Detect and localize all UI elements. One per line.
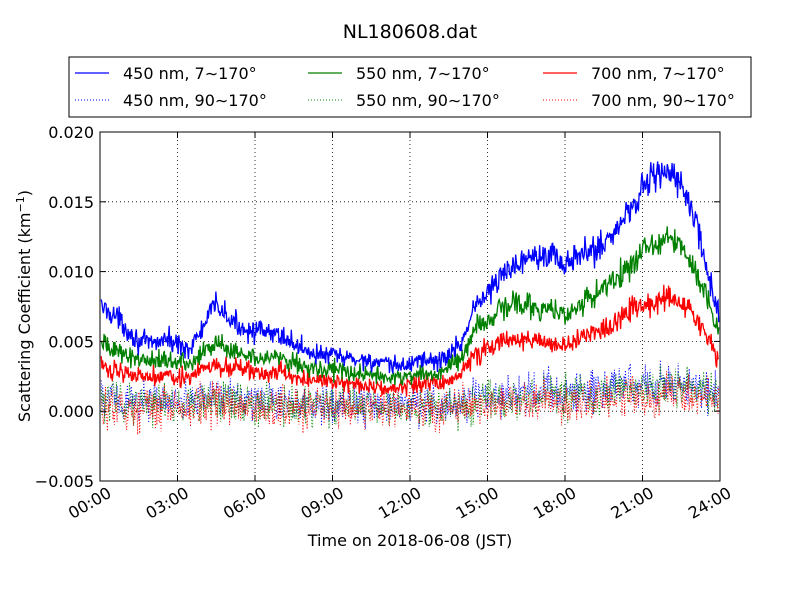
x-tick-label: 15:00 (453, 483, 502, 523)
x-tick-label: 21:00 (608, 483, 657, 523)
axis-ticks: 00:00 03:00 06:00 09:00 12:00 15:00 18:00 21:00… (35, 123, 735, 523)
y-axis-label-exp: −1 (14, 196, 27, 212)
legend-label: 450 nm, 7∼170° (123, 64, 257, 83)
legend-box (68, 56, 752, 118)
y-tick-label: 0.010 (48, 263, 94, 282)
series-line-3 (100, 359, 720, 430)
x-tick-label: 12:00 (375, 483, 424, 523)
legend-label: 450 nm, 90∼170° (123, 91, 267, 110)
series-line-5 (100, 371, 720, 435)
series-line-2 (100, 284, 720, 398)
x-axis-label: Time on 2018-06-08 (JST) (307, 531, 512, 550)
legend-label: 550 nm, 90∼170° (356, 91, 500, 110)
y-tick-label: −0.005 (35, 472, 94, 491)
x-tick-label: 03:00 (143, 483, 192, 523)
x-tick-label: 09:00 (298, 483, 347, 523)
legend: 450 nm, 7∼170° 550 nm, 7∼170° 700 nm, 7∼17… (68, 56, 752, 118)
y-axis-label: Scattering Coefficient (km−1) (14, 190, 34, 422)
y-tick-label: 0.015 (48, 193, 94, 212)
x-tick-label: 18:00 (530, 483, 579, 523)
x-tick-label: 06:00 (220, 483, 269, 523)
series-group (100, 161, 720, 435)
x-tick-label: 24:00 (685, 483, 734, 523)
y-tick-label: 0.000 (48, 402, 94, 421)
series-line-1 (100, 226, 720, 386)
legend-label: 550 nm, 7∼170° (356, 64, 490, 83)
y-tick-label: 0.020 (48, 123, 94, 142)
y-axis-label-main: Scattering Coefficient (km (15, 212, 34, 422)
legend-label: 700 nm, 90∼170° (591, 91, 735, 110)
series-line-0 (100, 161, 720, 374)
legend-label: 700 nm, 7∼170° (591, 64, 725, 83)
grid (99, 131, 721, 482)
series-line-4 (100, 365, 720, 432)
y-tick-label: 0.005 (48, 332, 94, 351)
chart-title: NL180608.dat (343, 21, 478, 43)
y-axis-label-close: ) (15, 190, 34, 196)
